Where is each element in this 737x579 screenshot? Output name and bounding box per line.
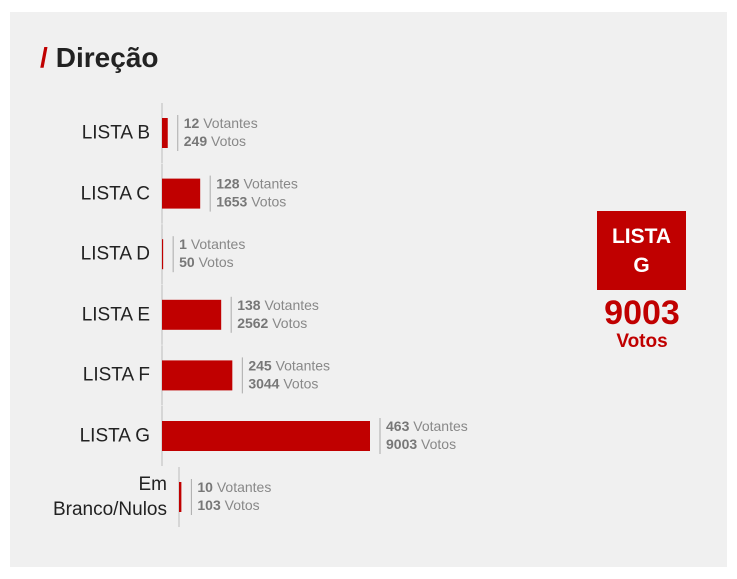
- bar: [162, 178, 201, 209]
- value-label: 128 Votantes: [216, 175, 298, 191]
- value-label: 463 Votantes: [386, 418, 468, 434]
- value-unit: Votos: [283, 375, 318, 391]
- bar: [162, 118, 168, 148]
- winner-votes: 9003: [604, 294, 680, 332]
- value-unit: Votantes: [203, 115, 258, 131]
- category-label: LISTA C: [80, 183, 150, 205]
- bar: [162, 239, 164, 270]
- value-number: 138: [237, 297, 261, 313]
- value-unit: Votantes: [243, 175, 298, 191]
- value-unit: Votos: [251, 193, 286, 209]
- value-label: 12 Votantes: [184, 115, 258, 131]
- value-label: 2562 Votos: [237, 315, 307, 331]
- value-unit: Votantes: [264, 297, 319, 313]
- title: / Direção: [40, 42, 159, 74]
- value-unit: Votos: [272, 315, 307, 331]
- value-label: 9003 Votos: [386, 436, 456, 452]
- title-text: Direção: [55, 42, 159, 73]
- value-number: 12: [184, 115, 200, 131]
- value-label: 245 Votantes: [248, 357, 330, 373]
- value-unit: Votantes: [191, 236, 246, 252]
- bar: [162, 421, 370, 451]
- value-unit: Votos: [225, 497, 260, 513]
- value-unit: Votos: [421, 436, 456, 452]
- title-mark: /: [40, 42, 48, 73]
- value-number: 2562: [237, 315, 268, 331]
- value-unit: Votantes: [413, 418, 468, 434]
- winner-label: LISTA G: [597, 211, 686, 290]
- value-unit: Votantes: [217, 479, 271, 495]
- value-number: 3044: [248, 375, 279, 391]
- value-unit: Votos: [211, 133, 246, 149]
- bar: [179, 482, 182, 512]
- winner-unit: Votos: [616, 331, 668, 352]
- category-label: LISTA G: [79, 425, 150, 447]
- value-label: 10 Votantes: [197, 479, 271, 495]
- value-number: 128: [216, 175, 240, 191]
- value-number: 249: [184, 133, 208, 149]
- value-number: 1: [179, 236, 187, 252]
- category-label: LISTA F: [82, 364, 150, 386]
- value-number: 463: [386, 418, 410, 434]
- value-label: 138 Votantes: [237, 297, 319, 313]
- bar: [162, 360, 233, 391]
- value-number: 1653: [216, 193, 247, 209]
- value-label: 249 Votos: [184, 133, 246, 149]
- value-label: 3044 Votos: [248, 375, 318, 391]
- value-number: 50: [179, 254, 195, 270]
- bar: [162, 299, 222, 330]
- value-label: 103 Votos: [197, 497, 259, 513]
- value-label: 1 Votantes: [179, 236, 245, 252]
- value-number: 103: [197, 497, 221, 513]
- category-label: LISTA B: [81, 122, 150, 144]
- value-unit: Votos: [199, 254, 234, 270]
- value-unit: Votantes: [276, 357, 331, 373]
- winner-name: LISTA G: [611, 224, 672, 277]
- value-number: 245: [248, 357, 272, 373]
- value-label: 1653 Votos: [216, 193, 286, 209]
- category-label: LISTA E: [81, 304, 150, 326]
- category-label: Em Branco/Nulos: [52, 474, 167, 520]
- value-label: 50 Votos: [179, 254, 234, 270]
- value-number: 10: [197, 479, 213, 495]
- category-label: LISTA D: [80, 243, 150, 265]
- value-number: 9003: [386, 436, 417, 452]
